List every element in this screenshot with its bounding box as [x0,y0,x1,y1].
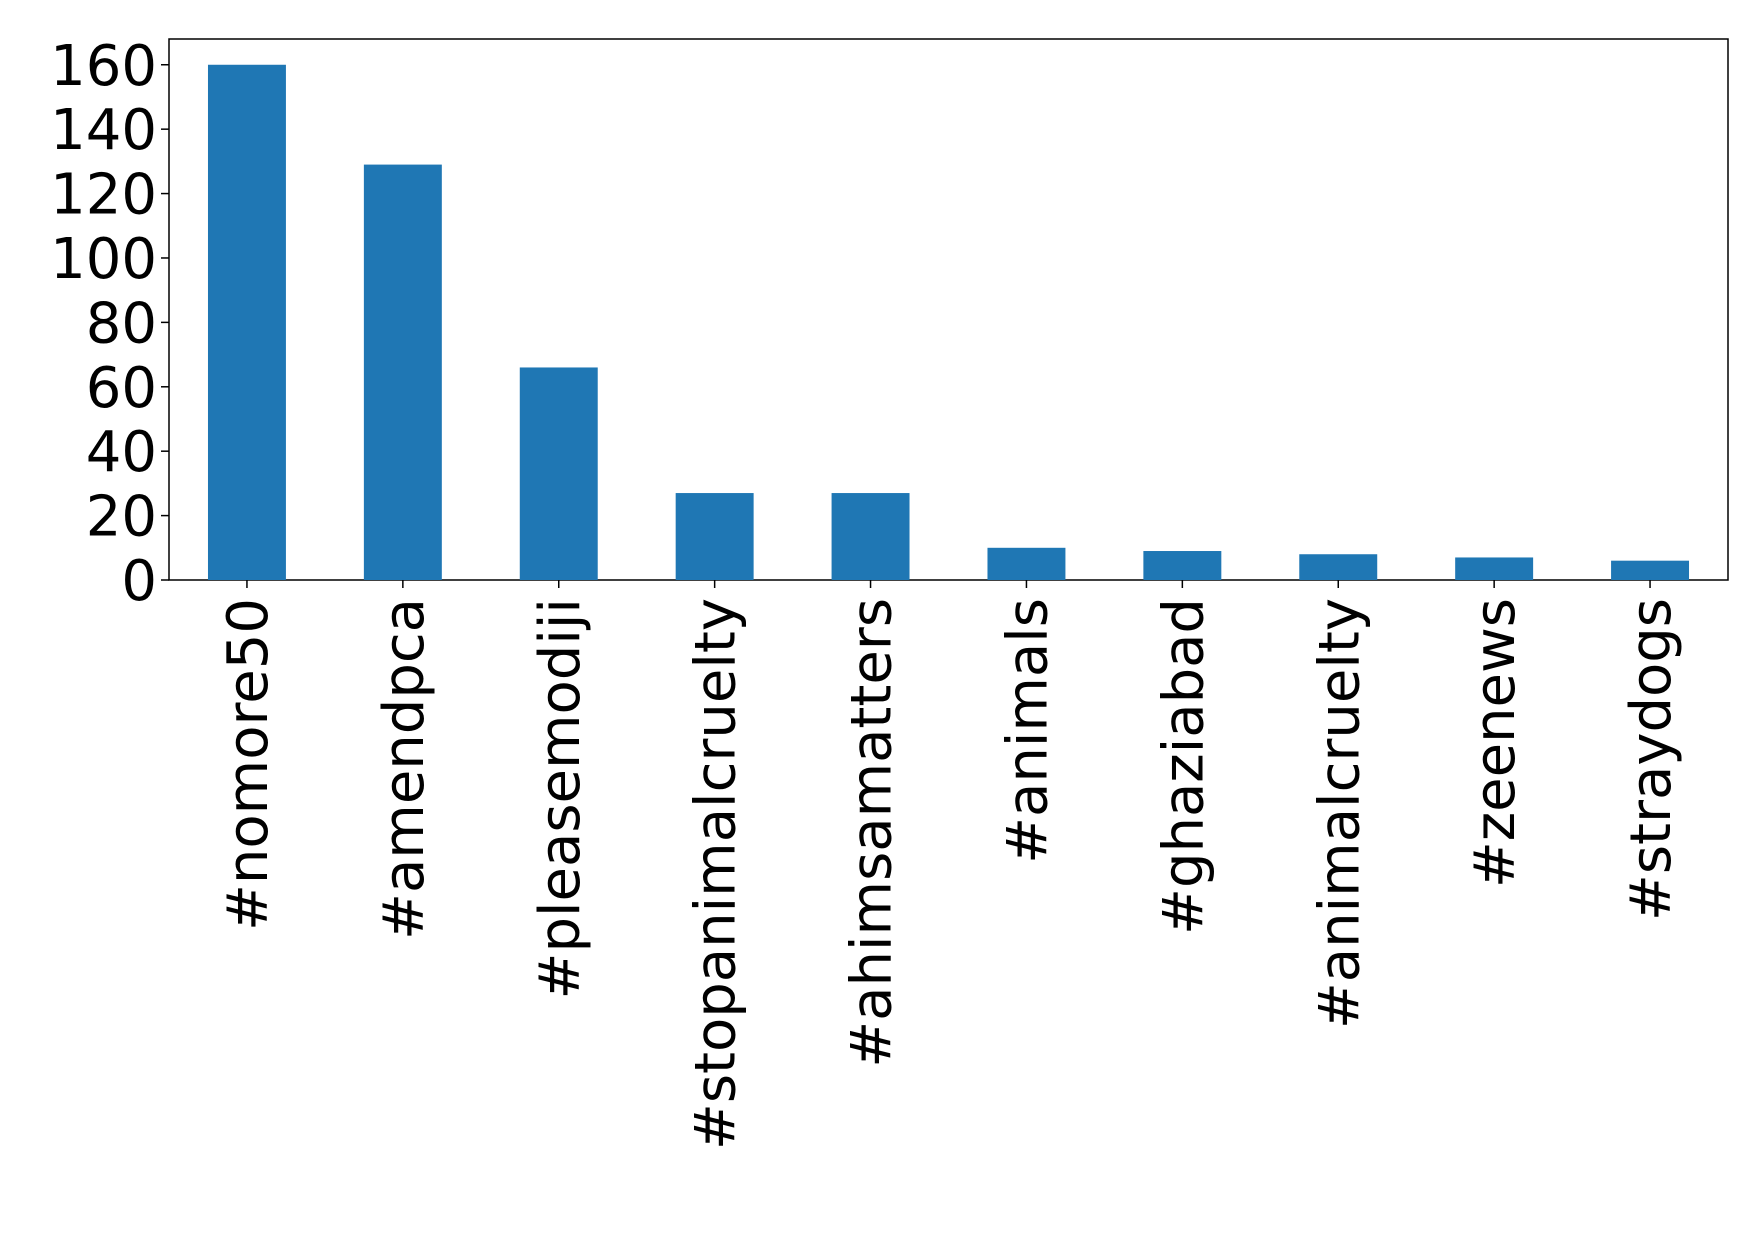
x-tick-label: #pleasemodiji [528,598,593,999]
x-tick-label: #ghaziabad [1151,598,1216,935]
bar [1611,560,1690,580]
x-tick-label: #zeenews [1463,598,1528,888]
y-tick-label: 120 [50,163,157,228]
y-tick-label: 60 [86,356,157,421]
x-tick-label: #animals [995,598,1060,864]
bar [831,493,910,580]
x-tick-label: #ahimsamatters [840,598,905,1068]
x-tick-label: #animalcruelty [1307,598,1372,1029]
bar [1455,557,1534,580]
y-tick-label: 160 [50,34,157,99]
y-tick-label: 0 [121,549,157,614]
bar [519,367,598,580]
x-tick-label: #stopanimalcruelty [684,598,749,1150]
y-tick-label: 20 [86,485,157,550]
plot-frame [168,38,1729,581]
bar [675,493,754,580]
y-tick-label: 40 [86,420,157,485]
bar [987,547,1066,580]
y-tick-label: 140 [50,98,157,163]
x-tick-label: #nomore50 [216,598,281,931]
y-tick-label: 80 [86,291,157,356]
bar [1299,554,1378,580]
bar [1143,551,1222,580]
bar [207,64,286,580]
x-tick-label: #straydogs [1619,598,1684,921]
y-tick-label: 100 [50,227,157,292]
bar [363,164,442,580]
x-tick-label: #amendpca [372,598,437,940]
